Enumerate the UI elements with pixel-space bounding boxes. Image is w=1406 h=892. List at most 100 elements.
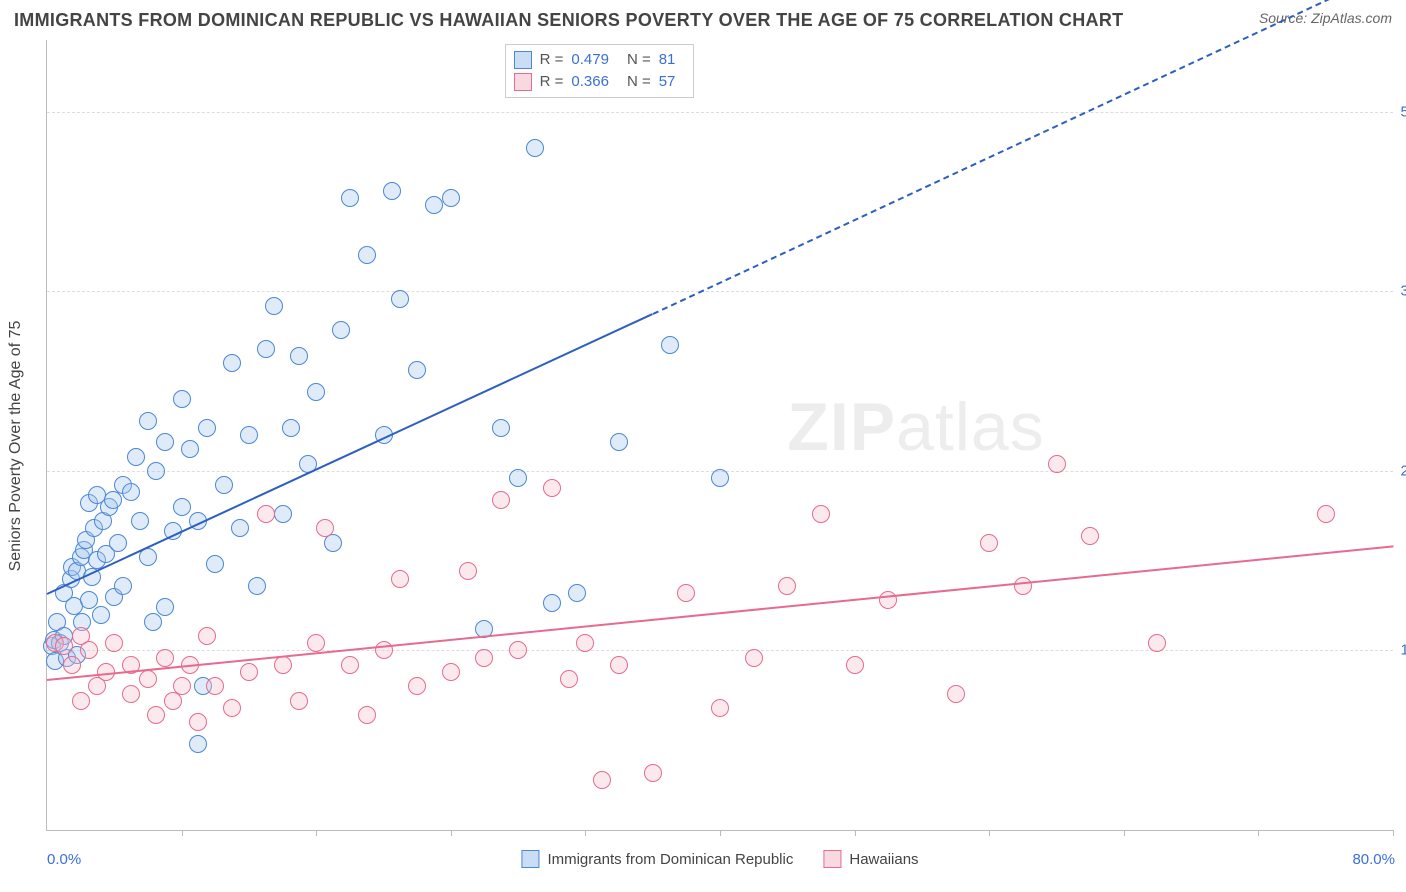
data-point-hawaiian	[475, 649, 493, 667]
data-point-hawaiian	[147, 706, 165, 724]
data-point-dominican	[492, 419, 510, 437]
legend-swatch	[514, 73, 532, 91]
data-point-hawaiian	[1081, 527, 1099, 545]
legend-swatch	[514, 51, 532, 69]
data-point-dominican	[109, 534, 127, 552]
x-tick	[989, 830, 990, 836]
data-point-hawaiian	[543, 479, 561, 497]
data-point-hawaiian	[711, 699, 729, 717]
data-point-hawaiian	[644, 764, 662, 782]
legend-item-dominican: Immigrants from Dominican Republic	[521, 850, 793, 868]
gridline	[47, 650, 1393, 651]
n-label: N =	[627, 49, 651, 71]
data-point-hawaiian	[593, 771, 611, 789]
data-point-hawaiian	[290, 692, 308, 710]
data-point-hawaiian	[274, 656, 292, 674]
legend-label: Immigrants from Dominican Republic	[547, 851, 793, 868]
data-point-hawaiian	[173, 677, 191, 695]
data-point-dominican	[215, 476, 233, 494]
data-point-dominican	[391, 290, 409, 308]
data-point-hawaiian	[1048, 455, 1066, 473]
data-point-hawaiian	[442, 663, 460, 681]
data-point-hawaiian	[677, 584, 695, 602]
r-label: R =	[540, 71, 564, 93]
data-point-hawaiian	[198, 627, 216, 645]
data-point-dominican	[92, 606, 110, 624]
data-point-hawaiian	[206, 677, 224, 695]
data-point-hawaiian	[947, 685, 965, 703]
legend-row-dominican: R =0.479N =81	[514, 49, 686, 71]
data-point-hawaiian	[1148, 634, 1166, 652]
data-point-dominican	[442, 189, 460, 207]
data-point-hawaiian	[846, 656, 864, 674]
x-tick	[720, 830, 721, 836]
y-tick-label: 50.0%	[1399, 103, 1406, 120]
x-end-label: 80.0%	[1352, 851, 1395, 868]
data-point-dominican	[568, 584, 586, 602]
data-point-dominican	[181, 440, 199, 458]
data-point-dominican	[358, 246, 376, 264]
data-point-dominican	[144, 613, 162, 631]
gridline	[47, 112, 1393, 113]
data-point-hawaiian	[257, 505, 275, 523]
x-tick	[316, 830, 317, 836]
data-point-dominican	[661, 336, 679, 354]
data-point-hawaiian	[341, 656, 359, 674]
legend-swatch	[521, 850, 539, 868]
data-point-dominican	[122, 483, 140, 501]
x-tick	[451, 830, 452, 836]
data-point-dominican	[341, 189, 359, 207]
data-point-hawaiian	[560, 670, 578, 688]
data-point-hawaiian	[105, 634, 123, 652]
data-point-hawaiian	[509, 641, 527, 659]
y-tick-label: 37.5%	[1399, 283, 1406, 300]
data-point-dominican	[189, 735, 207, 753]
data-point-hawaiian	[812, 505, 830, 523]
data-point-dominican	[265, 297, 283, 315]
data-point-hawaiian	[610, 656, 628, 674]
r-value: 0.366	[571, 71, 609, 93]
plot-area: 12.5%25.0%37.5%50.0%0.0%80.0%ZIPatlasR =…	[46, 40, 1393, 831]
correlation-legend: R =0.479N =81R =0.366N =57	[505, 44, 695, 98]
data-point-dominican	[307, 383, 325, 401]
x-tick	[1393, 830, 1394, 836]
x-tick	[182, 830, 183, 836]
data-point-hawaiian	[391, 570, 409, 588]
y-tick-label: 25.0%	[1399, 462, 1406, 479]
data-point-hawaiian	[189, 713, 207, 731]
data-point-hawaiian	[980, 534, 998, 552]
source-value: ZipAtlas.com	[1311, 10, 1392, 26]
data-point-dominican	[290, 347, 308, 365]
r-value: 0.479	[571, 49, 609, 71]
data-point-dominican	[114, 577, 132, 595]
data-point-dominican	[711, 469, 729, 487]
data-point-dominican	[156, 598, 174, 616]
trend-line	[47, 546, 1393, 682]
data-point-hawaiian	[63, 656, 81, 674]
data-point-hawaiian	[1014, 577, 1032, 595]
data-point-dominican	[543, 594, 561, 612]
data-point-dominican	[383, 182, 401, 200]
y-axis-label: Seniors Poverty Over the Age of 75	[7, 321, 25, 572]
data-point-dominican	[127, 448, 145, 466]
x-tick	[585, 830, 586, 836]
data-point-hawaiian	[72, 692, 90, 710]
series-legend: Immigrants from Dominican Republic Hawaii…	[521, 850, 918, 868]
watermark: ZIPatlas	[787, 388, 1044, 466]
data-point-dominican	[156, 433, 174, 451]
data-point-hawaiian	[80, 641, 98, 659]
title-bar: IMMIGRANTS FROM DOMINICAN REPUBLIC VS HA…	[14, 10, 1392, 31]
data-point-hawaiian	[122, 685, 140, 703]
data-point-dominican	[206, 555, 224, 573]
legend-item-hawaiian: Hawaiians	[823, 850, 918, 868]
gridline	[47, 291, 1393, 292]
data-point-hawaiian	[156, 649, 174, 667]
data-point-dominican	[131, 512, 149, 530]
r-label: R =	[540, 49, 564, 71]
data-point-dominican	[223, 354, 241, 372]
data-point-dominican	[425, 196, 443, 214]
x-tick	[855, 830, 856, 836]
data-point-dominican	[274, 505, 292, 523]
data-point-dominican	[240, 426, 258, 444]
x-start-label: 0.0%	[47, 851, 81, 868]
